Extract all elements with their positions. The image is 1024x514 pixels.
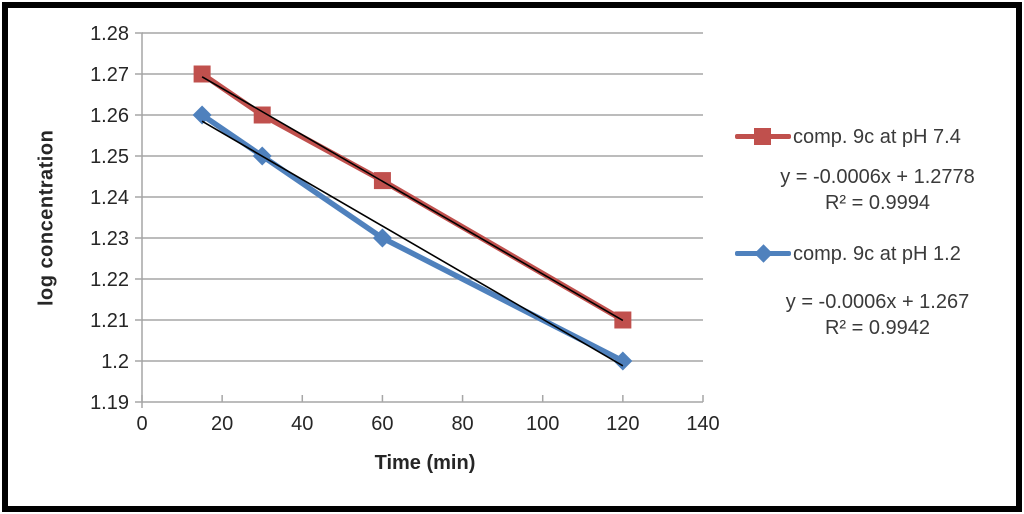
x-tick-label: 40	[291, 413, 313, 435]
legend-label: comp. 9c at pH 7.4	[793, 125, 961, 148]
y-tick-label: 1.26	[90, 105, 129, 127]
trendline-equation: y = -0.0006x + 1.267	[785, 291, 970, 313]
trendline	[201, 120, 624, 367]
x-tick-label: 60	[371, 413, 393, 435]
x-tick-label: 140	[686, 413, 719, 435]
x-tick-label: 0	[136, 413, 147, 435]
x-tick-label: 100	[526, 413, 559, 435]
trendline-equation: y = -0.0006x + 1.2778	[780, 166, 975, 188]
y-tick-label: 1.19	[90, 392, 129, 414]
data-point-square-marker	[253, 106, 271, 124]
legend-marker-diamond-icon	[735, 241, 791, 267]
r-squared-value: R² = 0.9942	[824, 317, 931, 339]
x-axis-title: Time (min)	[374, 452, 476, 474]
y-tick-label: 1.21	[90, 310, 129, 332]
data-point-square-marker	[193, 65, 211, 83]
legend-marker-square-icon	[735, 124, 791, 150]
legend-label: comp. 9c at pH 1.2	[793, 242, 961, 265]
r-squared-value: R² = 0.9994	[824, 192, 931, 214]
data-point-diamond-marker	[613, 351, 633, 371]
y-tick-label: 1.25	[90, 146, 129, 168]
series-line	[199, 112, 626, 364]
trendline	[201, 76, 624, 322]
y-tick-label: 1.28	[90, 23, 129, 45]
legend-entry-ph74: comp. 9c at pH 7.4	[735, 124, 961, 150]
data-point-diamond-marker	[192, 105, 212, 125]
y-tick-label: 1.2	[101, 351, 129, 373]
y-tick-label: 1.23	[90, 228, 129, 250]
y-tick-label: 1.27	[90, 64, 129, 86]
x-tick-label: 120	[606, 413, 639, 435]
y-tick-label: 1.24	[90, 187, 129, 209]
data-point-diamond-marker	[372, 228, 392, 248]
x-tick-label: 20	[211, 413, 233, 435]
legend: comp. 9c at pH 7.4 y = -0.0006x + 1.2778…	[735, 0, 1020, 514]
diamond-marker-icon	[754, 244, 773, 263]
x-tick-label: 80	[451, 413, 473, 435]
legend-entry-ph12: comp. 9c at pH 1.2	[735, 241, 961, 267]
y-tick-label: 1.22	[90, 269, 129, 291]
square-marker-icon	[754, 128, 771, 145]
y-axis-title: log concentration	[35, 129, 58, 306]
